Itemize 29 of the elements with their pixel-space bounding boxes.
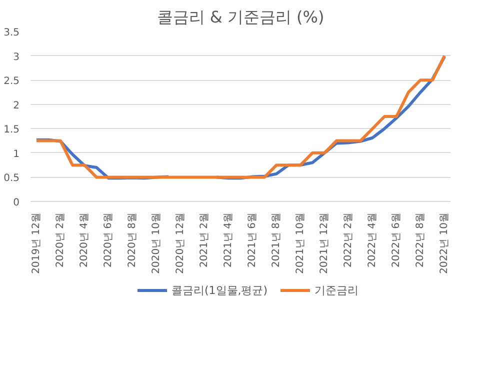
x-tick-label: 2021년 4월 — [223, 212, 234, 268]
x-tick-label: 2022년 8월 — [415, 212, 426, 268]
x-tick-label: 2021년 12월 — [319, 212, 330, 274]
x-tick-label: 2020년 4월 — [79, 212, 90, 268]
y-tick-label: 2 — [13, 100, 20, 112]
y-tick-label: 3 — [13, 52, 20, 63]
legend-label: 콜금리(1일물,평균) — [171, 282, 268, 298]
x-tick-label: 2022년 6월 — [391, 212, 402, 268]
x-tick-label: 2021년 8월 — [271, 212, 282, 268]
x-tick-label: 2021년 6월 — [247, 212, 258, 268]
chart-title: 콜금리 & 기준금리 (%) — [156, 8, 324, 26]
x-tick-label: 2022년 10월 — [439, 212, 450, 274]
x-tick-label: 2020년 2월 — [55, 212, 66, 268]
x-tick-label: 2021년 2월 — [199, 212, 210, 268]
x-tick-label: 2020년 6월 — [103, 212, 114, 268]
y-tick-label: 3.5 — [4, 28, 20, 38]
y-tick-label: 0.5 — [4, 173, 20, 184]
x-tick-label: 2020년 12월 — [175, 212, 186, 274]
y-tick-label: 1.5 — [4, 124, 20, 136]
x-tick-label: 2020년 10월 — [151, 212, 162, 274]
y-tick-label: 2.5 — [4, 76, 20, 88]
x-tick-label: 2022년 4월 — [367, 212, 378, 268]
x-tick-label: 2020년 8월 — [127, 212, 138, 268]
x-tick-label: 2021년 10월 — [295, 212, 306, 274]
x-tick-label: 2019년 12월 — [31, 212, 42, 274]
legend-label: 기준금리 — [314, 282, 359, 298]
y-tick-label: 0 — [13, 198, 20, 208]
y-tick-label: 1 — [13, 148, 20, 160]
x-tick-label: 2022년 2월 — [343, 212, 354, 268]
